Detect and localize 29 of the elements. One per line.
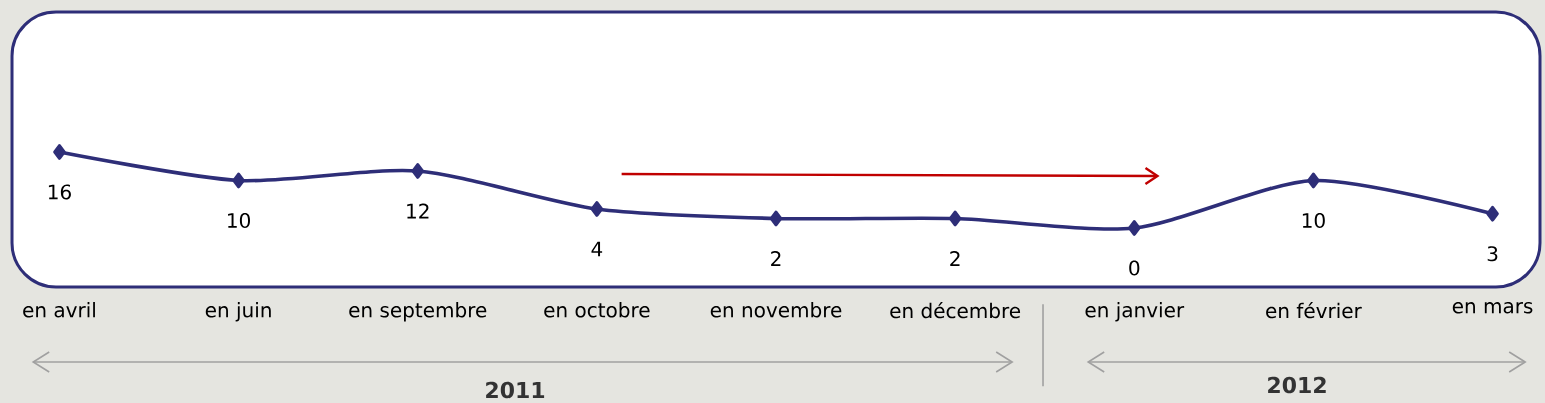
- x-tick-label: en janvier: [1085, 302, 1185, 322]
- data-label: 10: [1302, 212, 1325, 229]
- data-label: 0: [1129, 260, 1140, 276]
- point: [232, 172, 245, 189]
- x-tick-label: en novembre: [710, 302, 842, 318]
- point: [1127, 220, 1141, 236]
- x-tick-label: en décembre: [890, 302, 1021, 319]
- data-label: 3: [1487, 246, 1498, 262]
- point: [1307, 172, 1320, 189]
- point: [948, 210, 962, 227]
- x-tick-label: en juin: [205, 302, 271, 322]
- data-label: 2: [950, 251, 960, 266]
- x-tick-label: en mars: [1452, 302, 1533, 314]
- point: [53, 144, 66, 160]
- x-tick-label: en septembre: [349, 302, 487, 322]
- x-tick-label: en février: [1266, 302, 1362, 319]
- point: [769, 210, 783, 227]
- data-label: 12: [407, 203, 429, 219]
- point: [411, 163, 425, 179]
- data-label: 2: [771, 251, 781, 266]
- point: [1486, 205, 1499, 222]
- data-label: 16: [48, 184, 71, 200]
- point: [590, 201, 604, 217]
- data-label: 4: [591, 241, 603, 257]
- text: 2012: [1268, 376, 1326, 394]
- text: 2011: [486, 381, 545, 399]
- data-label: 10: [228, 212, 250, 229]
- x-tick-label: en avril: [23, 302, 95, 318]
- x-tick-label: en octobre: [544, 302, 650, 318]
